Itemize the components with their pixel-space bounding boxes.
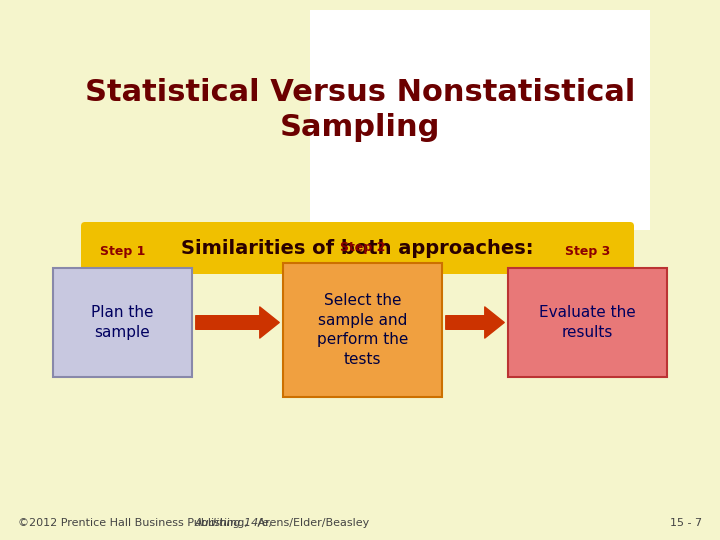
Text: Select the
sample and
perform the
tests: Select the sample and perform the tests [317, 293, 408, 367]
Text: ©2012 Prentice Hall Business Publishing,: ©2012 Prentice Hall Business Publishing, [18, 518, 251, 528]
FancyBboxPatch shape [310, 10, 650, 230]
Text: Evaluate the
results: Evaluate the results [539, 305, 636, 340]
Text: 15 - 7: 15 - 7 [670, 518, 702, 528]
FancyBboxPatch shape [283, 263, 442, 397]
Text: Arens/Elder/Beasley: Arens/Elder/Beasley [254, 518, 370, 528]
Text: Step 1: Step 1 [100, 246, 145, 259]
Text: Statistical Versus Nonstatistical
Sampling: Statistical Versus Nonstatistical Sampli… [85, 78, 635, 142]
Text: Similarities of both approaches:: Similarities of both approaches: [181, 239, 534, 258]
Text: Plan the
sample: Plan the sample [91, 305, 154, 340]
Text: Step 2: Step 2 [340, 240, 385, 253]
FancyBboxPatch shape [53, 268, 192, 377]
Text: Auditing 14/e,: Auditing 14/e, [194, 518, 273, 528]
FancyBboxPatch shape [508, 268, 667, 377]
FancyBboxPatch shape [81, 222, 634, 274]
Text: Step 3: Step 3 [565, 246, 610, 259]
